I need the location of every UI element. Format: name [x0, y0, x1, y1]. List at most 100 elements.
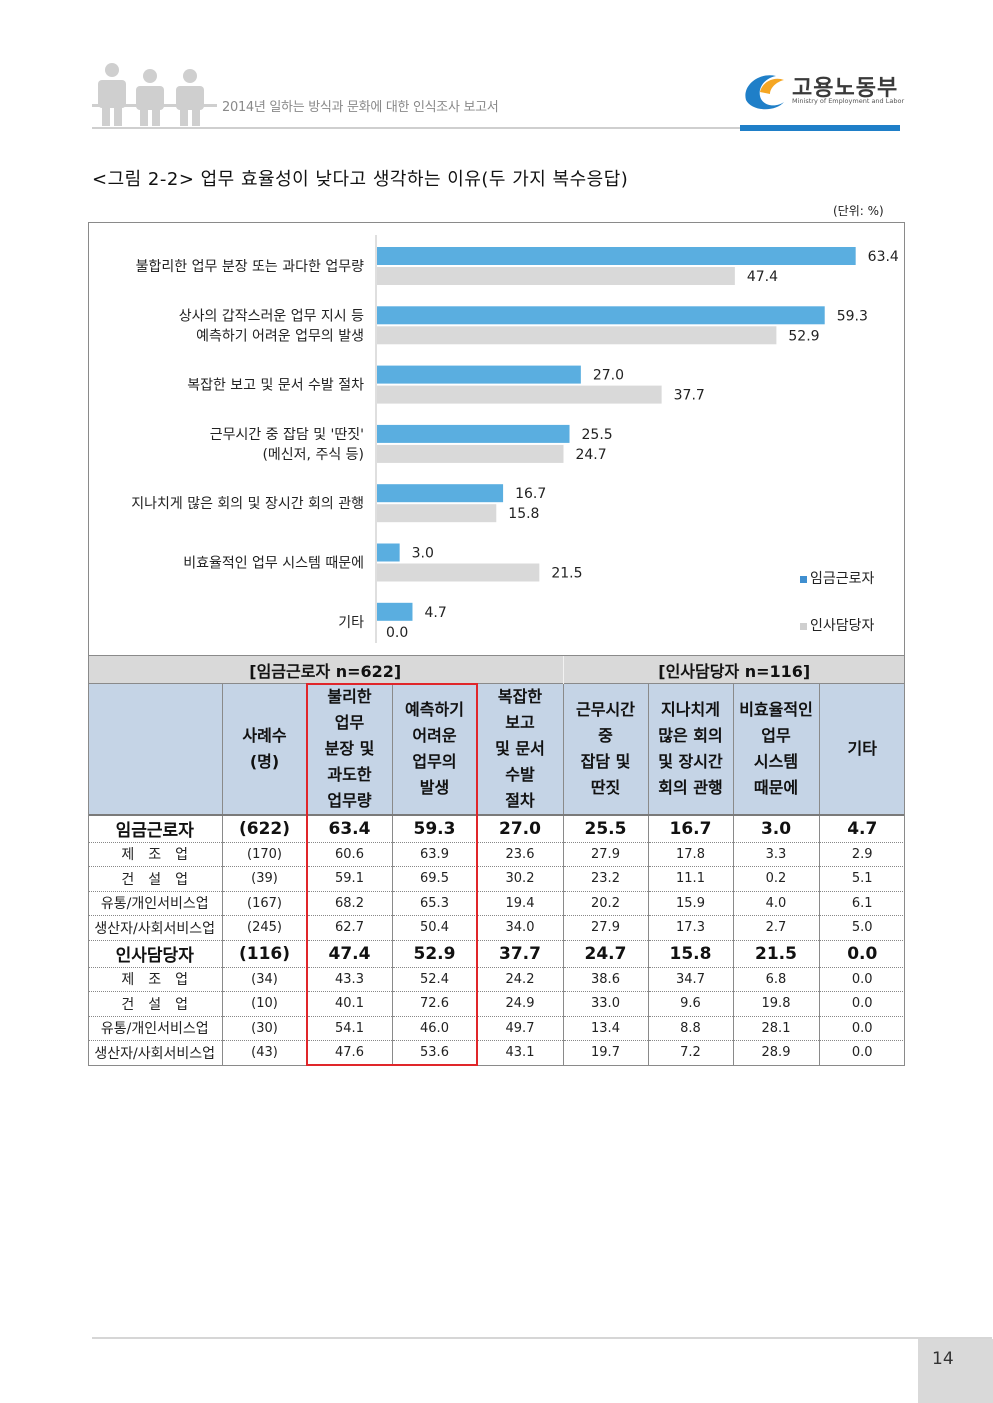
table-cell: 43.3 [307, 967, 392, 992]
table-cell: 50.4 [392, 916, 477, 941]
bar-hr-managers [377, 445, 563, 463]
table-total-row: 임금근로자 (622) 63.4 59.3 27.0 25.5 16.7 3.0 4.7 [88, 815, 905, 842]
data-label: 16.7 [515, 486, 546, 502]
data-label: 4.7 [424, 605, 446, 621]
table-cell: 30.2 [477, 867, 563, 892]
data-label: 15.8 [508, 506, 539, 522]
group-header-row: [임금근로자 n=622] [인사담당자 n=116] [88, 656, 905, 684]
header-blank [88, 684, 222, 816]
data-label: 52.9 [788, 328, 819, 344]
data-label: 63.4 [868, 249, 899, 265]
table-cell: 43.1 [477, 1041, 563, 1066]
table-cell: (116) [222, 940, 307, 967]
table-cell: (43) [222, 1041, 307, 1066]
table-cell: 60.6 [307, 842, 392, 867]
row-label: 유통/개인서비스업 [88, 1016, 222, 1041]
row-label: 건 설 업 [88, 992, 222, 1017]
logo-subtitle: Ministry of Employment and Labor [792, 97, 904, 105]
header-chatting: 근무시간 중 잡담 및 딴짓 [563, 684, 648, 816]
table-cell: 0.0 [819, 940, 905, 967]
table-cell: 52.4 [392, 967, 477, 992]
table-cell: 25.5 [563, 815, 648, 842]
table-cell: 11.1 [648, 867, 733, 892]
bar-hr-managers [377, 267, 735, 285]
header-inefficient-system: 비효율적인 업무 시스템 때문에 [733, 684, 819, 816]
table-cell: 3.3 [733, 842, 819, 867]
bar-hr-managers [377, 386, 662, 404]
table-cell: 17.8 [648, 842, 733, 867]
table-cell: 6.8 [733, 967, 819, 992]
table-cell: 37.7 [477, 940, 563, 967]
results-table: [임금근로자 n=622] [인사담당자 n=116] 사례수 (명) 불리한 업무 분… [88, 655, 905, 1066]
category-label: 복잡한 보고 및 문서 수발 절차 [187, 378, 364, 394]
table-row: 건 설 업 (39) 59.1 69.5 30.2 23.2 11.1 0.2 5.1 [88, 867, 905, 892]
table-cell: 27.9 [563, 842, 648, 867]
bar-hr-managers [377, 326, 776, 344]
bar-hr-managers [377, 504, 496, 522]
table-cell: 0.2 [733, 867, 819, 892]
group-label-wage-workers: [임금근로자 n=622] [88, 656, 563, 684]
bar-wage-workers [377, 544, 400, 562]
table-cell: 24.7 [563, 940, 648, 967]
row-label: 생산자/사회서비스업 [88, 916, 222, 941]
table-cell: 52.9 [392, 940, 477, 967]
data-label: 37.7 [674, 388, 705, 404]
bar-wage-workers [377, 366, 581, 384]
table-cell: 53.6 [392, 1041, 477, 1066]
table-cell: 34.0 [477, 916, 563, 941]
table-cell: 27.0 [477, 815, 563, 842]
table-cell: 4.0 [733, 891, 819, 916]
header-sample-size: 사례수 (명) [222, 684, 307, 816]
data-label: 24.7 [575, 447, 606, 463]
table-cell: 17.3 [648, 916, 733, 941]
table-cell: 38.6 [563, 967, 648, 992]
header-excessive-meetings: 지나치게 많은 회의 및 장시간 회의 관행 [648, 684, 733, 816]
table-cell: 13.4 [563, 1016, 648, 1041]
table-cell: 23.2 [563, 867, 648, 892]
table-cell: (39) [222, 867, 307, 892]
table-row: 건 설 업 (10) 40.1 72.6 24.9 33.0 9.6 19.8 0.0 [88, 992, 905, 1017]
table-cell: 24.9 [477, 992, 563, 1017]
row-label: 유통/개인서비스업 [88, 891, 222, 916]
row-label: 제 조 업 [88, 967, 222, 992]
category-label: 비효율적인 업무 시스템 때문에 [183, 556, 364, 572]
document-title: 2014년 일하는 방식과 문화에 대한 인식조사 보고서 [222, 96, 498, 115]
bar-wage-workers [377, 484, 503, 502]
data-label: 3.0 [412, 546, 434, 562]
data-label: 21.5 [551, 566, 582, 582]
table-cell: 46.0 [392, 1016, 477, 1041]
bar-hr-managers [377, 564, 539, 582]
header-accent-bar [740, 125, 900, 131]
chart-canvas: 불합리한 업무 분장 또는 과다한 업무량63.447.4상사의 갑작스러운 업… [89, 223, 904, 656]
page-number-box [918, 1339, 993, 1403]
table-row: 생산자/사회서비스업 (245) 62.7 50.4 34.0 27.9 17.3 2.7 5.… [88, 916, 905, 941]
table-cell: 5.1 [819, 867, 905, 892]
header-unfair-workload: 불리한 업무 분장 및 과도한 업무량 [307, 684, 392, 816]
table-cell: 33.0 [563, 992, 648, 1017]
table-cell: 72.6 [392, 992, 477, 1017]
unit-label: (단위: %) [833, 202, 884, 219]
table-cell: 62.7 [307, 916, 392, 941]
table-cell: (170) [222, 842, 307, 867]
table-cell: (167) [222, 891, 307, 916]
table-cell: 21.5 [733, 940, 819, 967]
table-cell: 59.1 [307, 867, 392, 892]
table-cell: 69.5 [392, 867, 477, 892]
category-label: (메신저, 주식 등) [262, 447, 364, 463]
table-row: 제 조 업 (170) 60.6 63.9 23.6 27.9 17.8 3.3 2.9 [88, 842, 905, 867]
table-cell: 15.8 [648, 940, 733, 967]
table-row: 유통/개인서비스업 (167) 68.2 65.3 19.4 20.2 15.9 4.0 6.1 [88, 891, 905, 916]
table-cell: 68.2 [307, 891, 392, 916]
bar-wage-workers [377, 247, 856, 265]
table-cell: 9.6 [648, 992, 733, 1017]
table-cell: 20.2 [563, 891, 648, 916]
table-cell: 2.9 [819, 842, 905, 867]
table-cell: 3.0 [733, 815, 819, 842]
legend-swatch [800, 576, 807, 583]
category-label: 지나치게 많은 회의 및 장시간 회의 관행 [131, 496, 364, 512]
group-label-hr-managers: [인사담당자 n=116] [563, 656, 905, 684]
row-label: 제 조 업 [88, 842, 222, 867]
table-cell: 5.0 [819, 916, 905, 941]
table-cell: 27.9 [563, 916, 648, 941]
table-cell: 28.9 [733, 1041, 819, 1066]
